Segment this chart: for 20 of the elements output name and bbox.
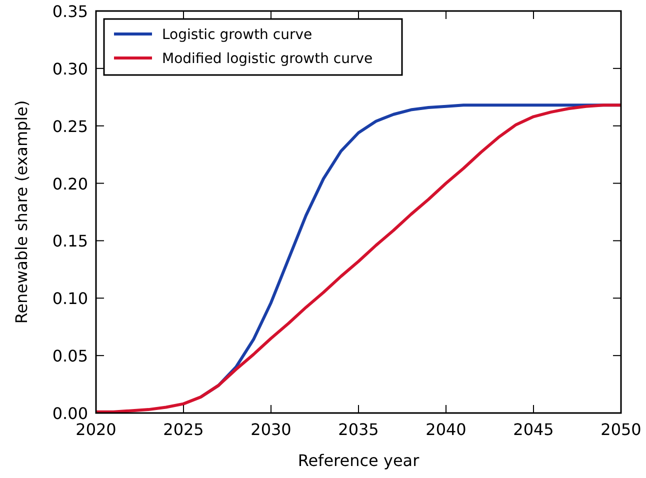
legend-label: Logistic growth curve [162, 27, 312, 43]
y-tick-label: 0.15 [52, 232, 88, 251]
y-tick-label: 0.20 [52, 174, 88, 194]
x-tick-label: 2020 [76, 420, 116, 439]
y-tick-label: 0.05 [52, 346, 88, 366]
y-tick-label: 0.25 [52, 116, 88, 136]
y-tick-label: 0.30 [52, 59, 88, 78]
x-tick-label: 2030 [250, 420, 292, 439]
x-tick-label: 2040 [426, 420, 466, 439]
x-axis-title: Reference year [298, 451, 420, 470]
y-tick-label: 0.35 [52, 2, 88, 21]
x-tick-label: 2045 [513, 420, 554, 439]
x-tick-label: 2050 [600, 420, 642, 439]
y-axis-title: Renewable share (example) [12, 100, 31, 324]
x-tick-label: 2035 [338, 420, 379, 439]
y-tick-label: 0.00 [52, 404, 88, 423]
line-series [94, 104, 622, 414]
legend-label: Modified logistic growth curve [162, 51, 373, 67]
y-tick-label: 0.10 [52, 289, 88, 308]
x-tick-label: 2025 [163, 420, 204, 439]
